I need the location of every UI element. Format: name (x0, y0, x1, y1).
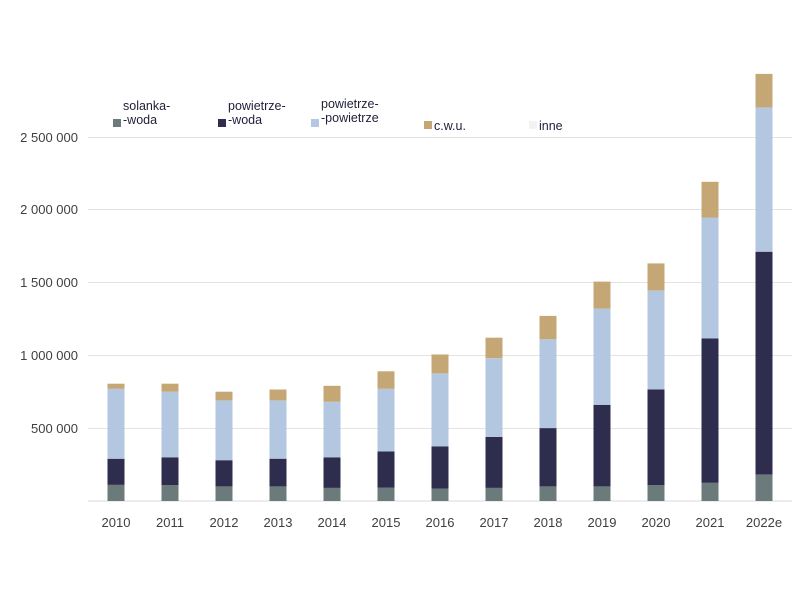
x-tick-label: 2014 (318, 515, 347, 530)
bar-segment (755, 251, 773, 475)
bar-segment (485, 337, 503, 359)
legend-label: c.w.u. (434, 119, 466, 133)
x-tick-label: 2015 (372, 515, 401, 530)
bar-segment (485, 436, 503, 488)
legend-item: inne (529, 119, 563, 133)
legend-swatch (218, 119, 226, 127)
x-tick-label: 2010 (102, 515, 131, 530)
x-tick-label: 2011 (156, 515, 184, 530)
bar-segment (431, 446, 449, 489)
bar-segment (107, 388, 125, 459)
x-axis-labels: 2010 2011 2012 2013 2014 2015 2016 2017 2018 2019… (102, 515, 783, 530)
x-tick-label: 2012 (210, 515, 239, 530)
legend-item: powietrze--powietrze (311, 97, 379, 127)
x-tick-label: 2017 (480, 515, 509, 530)
bar-segment (539, 339, 557, 429)
bar-segment (323, 385, 341, 402)
legend-item: solanka--woda (113, 99, 170, 127)
y-tick-label: 500 000 (31, 421, 78, 436)
bar-segment (539, 428, 557, 487)
bar-segment (323, 401, 341, 458)
bar-segment (593, 404, 611, 487)
bar-segment (431, 354, 449, 374)
x-tick-label: 2019 (588, 515, 617, 530)
x-tick-label: 2013 (264, 515, 293, 530)
bar-segment (431, 488, 449, 501)
bars (107, 73, 773, 501)
bar-segment (647, 389, 665, 485)
legend-label: solanka--woda (123, 99, 170, 127)
legend-swatch (424, 121, 432, 129)
x-tick-label: 2018 (534, 515, 563, 530)
x-tick-label: 2021 (696, 515, 725, 530)
bar-segment (593, 486, 611, 501)
bar-segment (107, 383, 125, 389)
bar-segment (269, 486, 287, 501)
bar-segment (323, 487, 341, 501)
bar-segment (215, 460, 233, 487)
bar-segment (377, 388, 395, 452)
bar-segment (701, 217, 719, 339)
legend-label: powietrze--woda (228, 99, 286, 127)
bar-segment (107, 458, 125, 485)
bar-segment (269, 458, 287, 487)
x-tick-label: 2022e (746, 515, 782, 530)
bar-segment (377, 451, 395, 488)
bar-segment (647, 290, 665, 390)
bar-segment (539, 315, 557, 340)
bar-segment (701, 181, 719, 218)
y-tick-label: 1 500 000 (20, 275, 78, 290)
bar-segment (647, 485, 665, 501)
y-tick-label: 1 000 000 (20, 348, 78, 363)
bar-segment (485, 358, 503, 437)
bar-segment (161, 391, 179, 458)
y-axis-labels: 500 000 1 000 000 1 500 000 2 000 000 2 500 … (20, 130, 78, 436)
bar-segment (593, 281, 611, 309)
bar-segment (215, 400, 233, 461)
legend-label: powietrze--powietrze (321, 97, 379, 125)
legend-item: c.w.u. (424, 119, 466, 133)
bar-segment (269, 389, 287, 401)
legend-swatch (311, 119, 319, 127)
bar-segment (485, 487, 503, 501)
bar-segment (107, 485, 125, 501)
bar-segment (539, 486, 557, 501)
bar-segment (269, 400, 287, 459)
bar-segment (377, 371, 395, 389)
legend-label: inne (539, 119, 563, 133)
bar-segment (161, 485, 179, 501)
bar-segment (701, 482, 719, 501)
bar-segment (161, 457, 179, 485)
bar-segment (215, 486, 233, 501)
bar-segment (647, 263, 665, 291)
y-tick-label: 2 000 000 (20, 202, 78, 217)
bar-segment (701, 338, 719, 483)
y-tick-label: 2 500 000 (20, 130, 78, 145)
bar-segment (593, 308, 611, 405)
bar-segment (377, 487, 395, 501)
legend-item: powietrze--woda (218, 99, 286, 127)
x-tick-label: 2020 (642, 515, 671, 530)
bar-segment (215, 391, 233, 401)
bar-segment (323, 457, 341, 488)
legend: solanka--woda powietrze--woda powietrze--p… (113, 97, 563, 133)
x-tick-label: 2016 (426, 515, 455, 530)
bar-segment (161, 383, 179, 392)
bar-segment (431, 373, 449, 447)
bar-segment (755, 107, 773, 252)
legend-swatch (113, 119, 121, 127)
bar-segment (755, 73, 773, 108)
bar-segment (755, 474, 773, 501)
legend-swatch (529, 121, 537, 129)
